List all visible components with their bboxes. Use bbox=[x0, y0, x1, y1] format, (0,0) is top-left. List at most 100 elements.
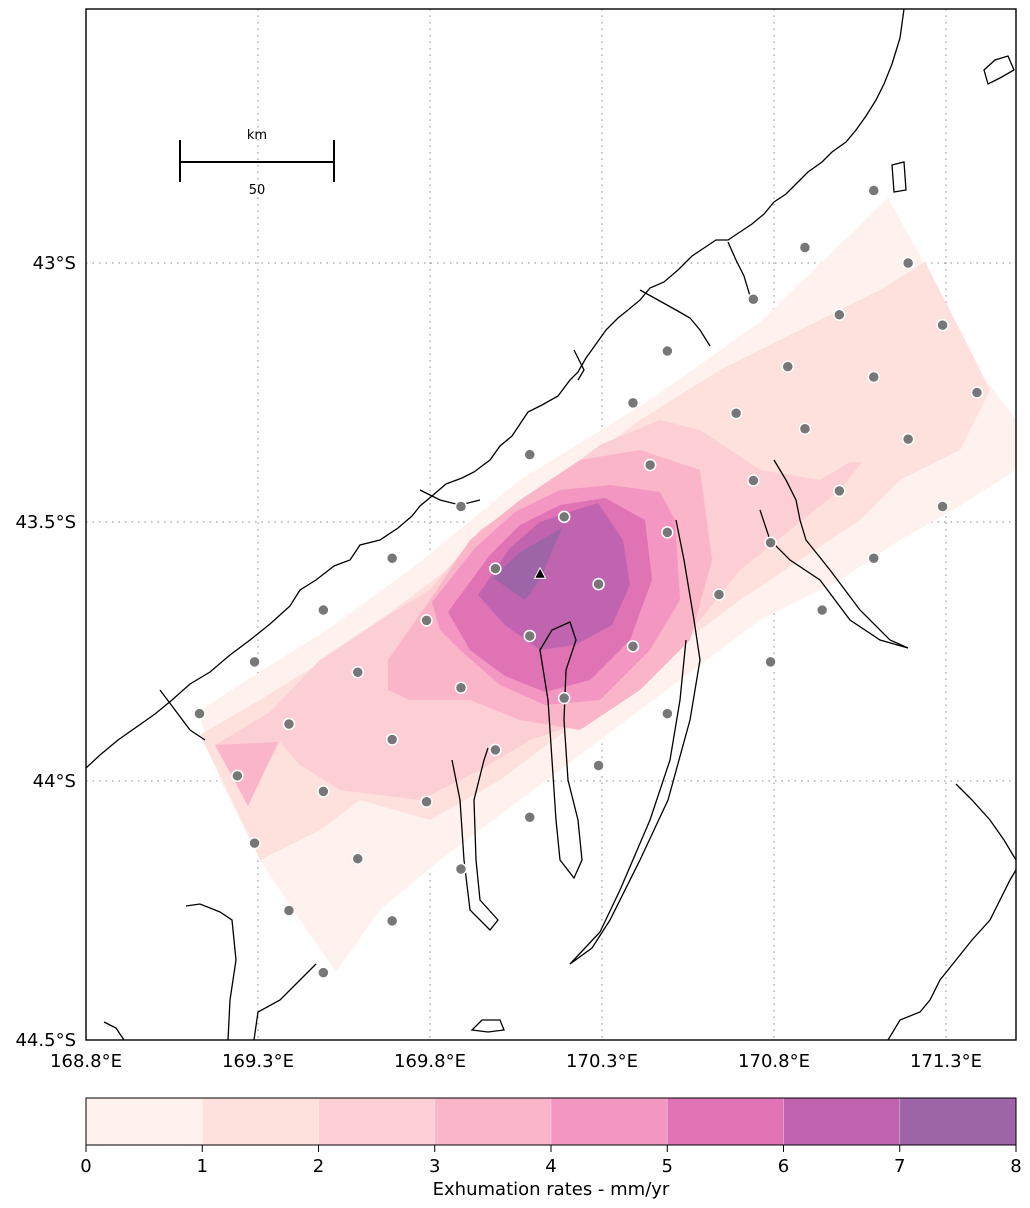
lake-hawea-outline bbox=[539, 621, 583, 880]
contour-band-7-8 bbox=[493, 528, 562, 600]
colorbar-tick-label-8: 8 bbox=[1010, 1156, 1021, 1177]
station-point-22 bbox=[385, 552, 399, 565]
station-point-6 bbox=[661, 344, 674, 358]
colorbar-label: Exhumation rates - mm/yr bbox=[433, 1179, 670, 1200]
scale-bar bbox=[179, 140, 335, 182]
station-point-0 bbox=[867, 184, 881, 197]
lake-ohau-outline bbox=[569, 519, 701, 965]
station-point-4 bbox=[833, 308, 846, 322]
scale-bar-length: 50 bbox=[249, 183, 266, 198]
station-point-38 bbox=[764, 655, 777, 669]
station-point-2 bbox=[901, 256, 915, 270]
station-point-41 bbox=[385, 733, 399, 746]
exhumation-contours bbox=[198, 198, 1016, 972]
station-point-16 bbox=[747, 474, 760, 487]
station-point-26 bbox=[867, 552, 881, 565]
station-point-36 bbox=[557, 691, 571, 705]
station-point-43 bbox=[592, 759, 605, 772]
station-point-5 bbox=[936, 318, 949, 332]
station-point-44 bbox=[231, 769, 244, 783]
inlet-3 bbox=[419, 489, 481, 506]
stations bbox=[193, 184, 984, 979]
station-point-20 bbox=[557, 510, 571, 524]
station-point-40 bbox=[282, 717, 296, 731]
colorbar-tick-label-2: 2 bbox=[313, 1156, 324, 1177]
colorbar: 0 1 2 3 4 5 6 7 8 Exhumation rates - mm/yr bbox=[80, 1097, 1022, 1200]
map-panel: km 50 168.8°E 169.3°E 169.8°E 170.3°E 170.8°… bbox=[15, 8, 1017, 1072]
colorbar-tick-label-7: 7 bbox=[894, 1156, 905, 1177]
station-point-31 bbox=[712, 588, 726, 601]
lon-tick-label-0: 168.8°E bbox=[50, 1051, 122, 1072]
station-point-13 bbox=[901, 432, 915, 446]
colorbar-cell-3 bbox=[434, 1098, 552, 1145]
colorbar-tick-label-1: 1 bbox=[197, 1156, 208, 1177]
river-mouth bbox=[573, 349, 585, 381]
inlet-2 bbox=[727, 241, 751, 297]
station-point-27 bbox=[317, 603, 330, 617]
station-point-35 bbox=[454, 681, 468, 695]
colorbar-tick-label-5: 5 bbox=[662, 1156, 673, 1177]
station-point-47 bbox=[523, 811, 537, 824]
station-point-53 bbox=[317, 966, 330, 979]
station-point-25 bbox=[764, 536, 777, 549]
colorbar-cell-0 bbox=[86, 1098, 203, 1145]
station-point-49 bbox=[351, 852, 365, 865]
lake-south-3 bbox=[103, 1021, 125, 1040]
station-point-19 bbox=[454, 500, 468, 513]
latitude-labels: 43°S 43.5°S 44°S 44.5°S bbox=[15, 253, 76, 1051]
station-point-14 bbox=[523, 448, 537, 461]
station-point-15 bbox=[643, 458, 657, 472]
colorbar-tick-label-4: 4 bbox=[545, 1156, 556, 1177]
station-point-17 bbox=[833, 484, 846, 498]
station-point-3 bbox=[747, 293, 760, 306]
station-point-23 bbox=[489, 562, 502, 575]
lake-tekapo-outline bbox=[759, 459, 909, 649]
inlet-4 bbox=[159, 689, 206, 741]
islet-ne bbox=[891, 161, 907, 193]
station-point-1 bbox=[798, 241, 812, 254]
station-point-48 bbox=[248, 836, 261, 850]
lat-tick-label-1: 43.5°S bbox=[15, 512, 76, 533]
lon-tick-label-3: 170.3°E bbox=[566, 1051, 638, 1072]
station-point-7 bbox=[781, 360, 795, 373]
station-point-52 bbox=[385, 914, 399, 928]
colorbar-cell-4 bbox=[551, 1098, 668, 1145]
lat-tick-label-0: 43°S bbox=[33, 253, 76, 274]
station-point-42 bbox=[489, 743, 502, 757]
lat-tick-label-2: 44°S bbox=[33, 771, 76, 792]
small-lake bbox=[470, 1019, 505, 1033]
station-point-8 bbox=[867, 370, 881, 384]
station-point-21 bbox=[661, 526, 674, 539]
station-point-39 bbox=[193, 707, 206, 720]
colorbar-cell-6 bbox=[783, 1098, 901, 1145]
colorbar-cells bbox=[86, 1098, 1017, 1145]
coastlines bbox=[86, 9, 1016, 1040]
station-point-11 bbox=[729, 406, 743, 420]
east-coast-2 bbox=[955, 783, 1016, 861]
station-point-10 bbox=[626, 396, 640, 410]
station-point-45 bbox=[317, 785, 330, 798]
lake-wanaka-outline bbox=[451, 747, 499, 931]
colorbar-tick-label-6: 6 bbox=[778, 1156, 789, 1177]
scale-bar-unit: km bbox=[247, 128, 267, 143]
west-coast bbox=[86, 9, 905, 769]
colorbar-cell-5 bbox=[667, 1098, 784, 1145]
east-coast bbox=[887, 869, 1016, 1040]
station-point-9 bbox=[970, 386, 984, 399]
contour-band-3-4 bbox=[215, 742, 278, 806]
lake-south-2 bbox=[253, 963, 317, 1040]
island-ne bbox=[983, 55, 1015, 85]
lat-tick-label-3: 44.5°S bbox=[15, 1030, 76, 1051]
colorbar-cell-1 bbox=[202, 1098, 319, 1145]
colorbar-ticks: 0 1 2 3 4 5 6 7 8 bbox=[80, 1145, 1022, 1177]
station-point-12 bbox=[798, 422, 812, 436]
station-point-18 bbox=[936, 500, 949, 513]
lon-tick-label-5: 171.3°E bbox=[910, 1051, 982, 1072]
longitude-labels: 168.8°E 169.3°E 169.8°E 170.3°E 170.8°E 171.3… bbox=[50, 1051, 982, 1072]
station-point-51 bbox=[282, 904, 296, 917]
colorbar-tick-label-3: 3 bbox=[429, 1156, 440, 1177]
lon-tick-label-4: 170.8°E bbox=[738, 1051, 810, 1072]
colorbar-cell-7 bbox=[899, 1098, 1017, 1145]
lon-tick-label-2: 169.8°E bbox=[394, 1051, 466, 1072]
